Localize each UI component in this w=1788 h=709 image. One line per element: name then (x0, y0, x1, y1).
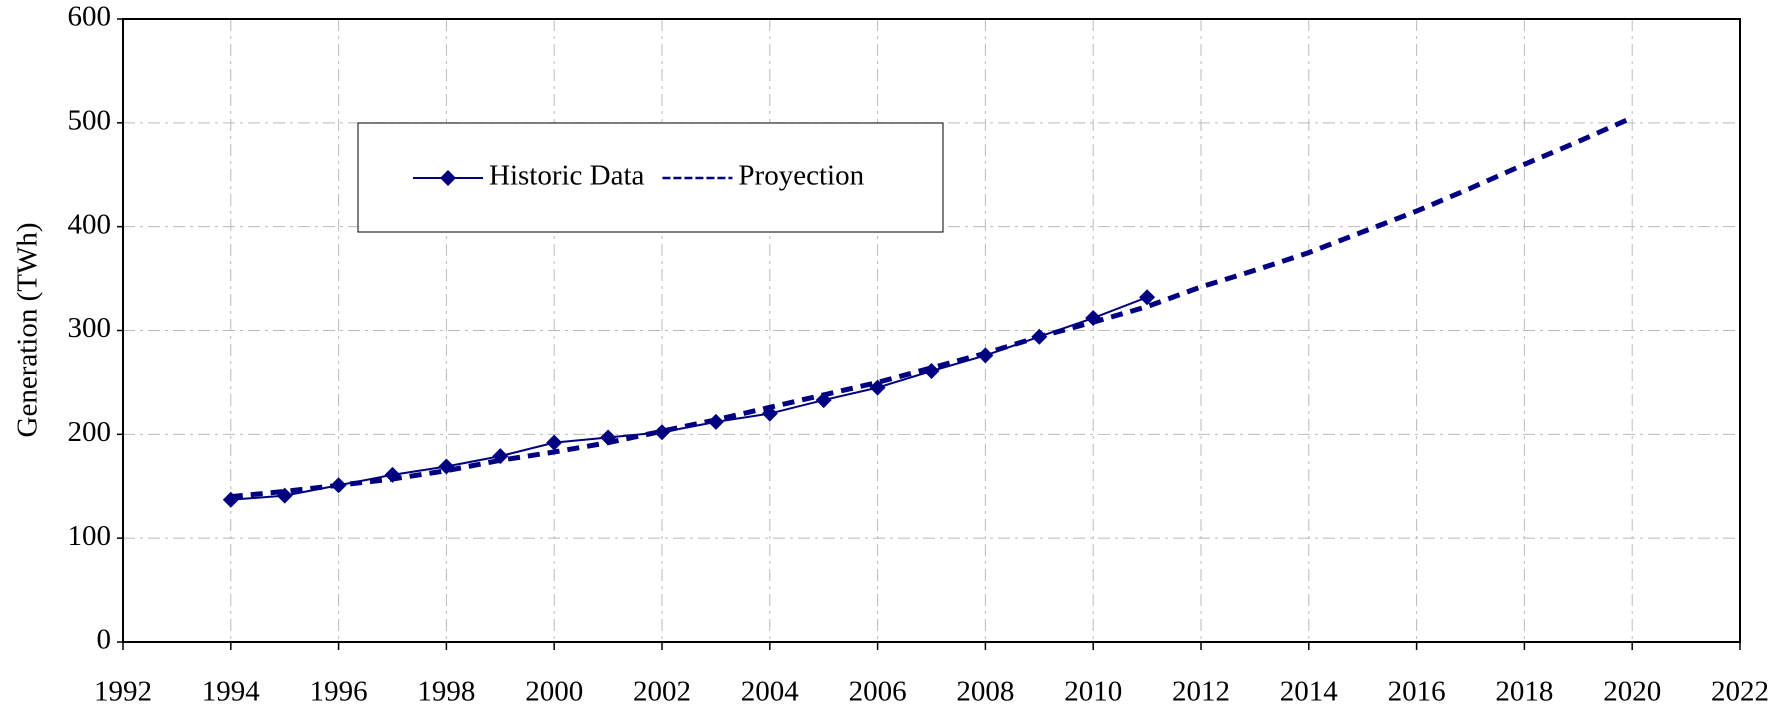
plot-frame (122, 18, 1741, 643)
y-tick-label: 600 (68, 1, 112, 33)
series-line (230, 115, 1634, 500)
y-tick-label: 100 (68, 520, 112, 552)
y-tick-label: 300 (68, 312, 112, 344)
x-tick-label: 2010 (1064, 676, 1122, 708)
y-tick-label: 400 (68, 208, 112, 240)
legend-marker (440, 170, 456, 186)
x-tick-label: 2002 (633, 676, 691, 708)
y-tick-label: 200 (68, 416, 112, 448)
x-tick-label: 2008 (956, 676, 1014, 708)
x-tick-label: 2018 (1495, 676, 1553, 708)
y-tick-label: 0 (97, 624, 112, 656)
marker (1139, 289, 1156, 306)
x-tick-label: 2022 (1711, 676, 1769, 708)
legend-label: Proyection (738, 160, 864, 192)
y-axis-label: Generation (TWh) (12, 223, 44, 438)
x-tick-label: 1994 (202, 676, 261, 708)
x-tick-label: 2020 (1603, 676, 1661, 708)
marker (546, 434, 563, 451)
x-tick-label: 1996 (310, 676, 368, 708)
x-tick-label: 2016 (1388, 676, 1446, 708)
legend-label: Historic Data (489, 160, 645, 192)
x-tick-label: 2012 (1172, 676, 1230, 708)
x-tick-label: 1992 (94, 676, 152, 708)
series-line (230, 296, 1148, 501)
x-tick-label: 2004 (741, 676, 800, 708)
x-tick-label: 2014 (1280, 676, 1339, 708)
x-tick-label: 2000 (525, 676, 583, 708)
x-tick-label: 2006 (849, 676, 907, 708)
x-tick-label: 1998 (417, 676, 475, 708)
y-tick-label: 500 (68, 104, 112, 136)
